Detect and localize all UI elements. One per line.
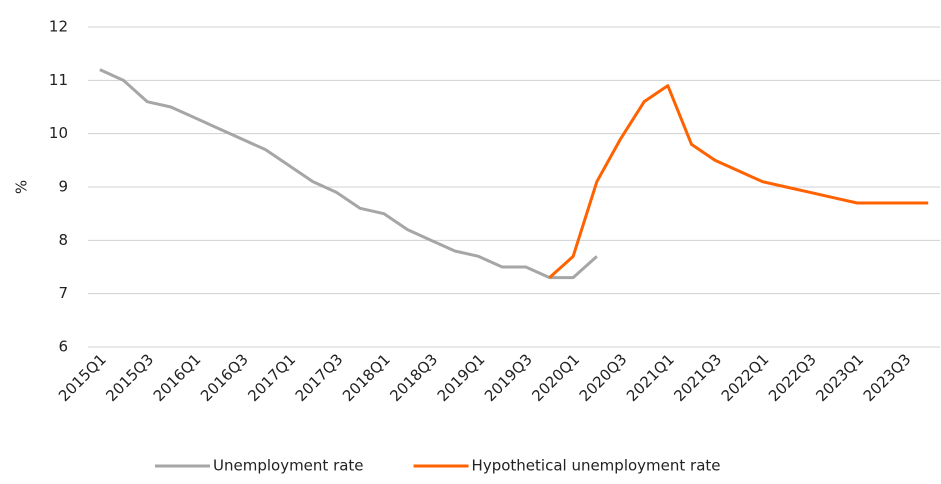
x-tick-label: 2020Q1 <box>528 350 583 405</box>
y-tick-label: 11 <box>49 71 68 89</box>
y-axis-label: % <box>13 180 31 194</box>
x-tick-label: 2016Q1 <box>150 350 205 405</box>
x-tick-label: 2022Q1 <box>718 350 773 405</box>
x-tick-label: 2018Q3 <box>386 350 441 405</box>
x-tick-label: 2021Q3 <box>670 350 725 405</box>
x-tick-label: 2021Q1 <box>623 350 678 405</box>
y-tick-label: 12 <box>49 18 68 36</box>
y-tick-label: 7 <box>58 284 68 302</box>
y-tick-label: 6 <box>58 338 68 356</box>
x-tick-label: 2018Q1 <box>339 350 394 405</box>
x-tick-label: 2017Q3 <box>292 350 347 405</box>
x-tick-label: 2017Q1 <box>244 350 299 405</box>
x-tick-label: 2022Q3 <box>765 350 820 405</box>
x-tick-label: 2015Q3 <box>102 350 157 405</box>
x-tick-label: 2023Q3 <box>860 350 915 405</box>
x-tick-label: 2023Q1 <box>812 350 867 405</box>
x-tick-label: 2019Q1 <box>434 350 489 405</box>
legend-label: Unemployment rate <box>213 457 364 475</box>
line <box>99 68 598 280</box>
y-tick-label: 8 <box>58 231 68 249</box>
line <box>548 84 929 279</box>
y-tick-label: 10 <box>49 124 68 142</box>
x-tick-label: 2016Q3 <box>197 350 252 405</box>
x-tick-label: 2015Q1 <box>55 350 110 405</box>
y-tick-label: 9 <box>58 178 68 196</box>
legend-label: Hypothetical unemployment rate <box>472 457 721 475</box>
x-tick-label: 2020Q3 <box>576 350 631 405</box>
x-tick-label: 2019Q3 <box>481 350 536 405</box>
